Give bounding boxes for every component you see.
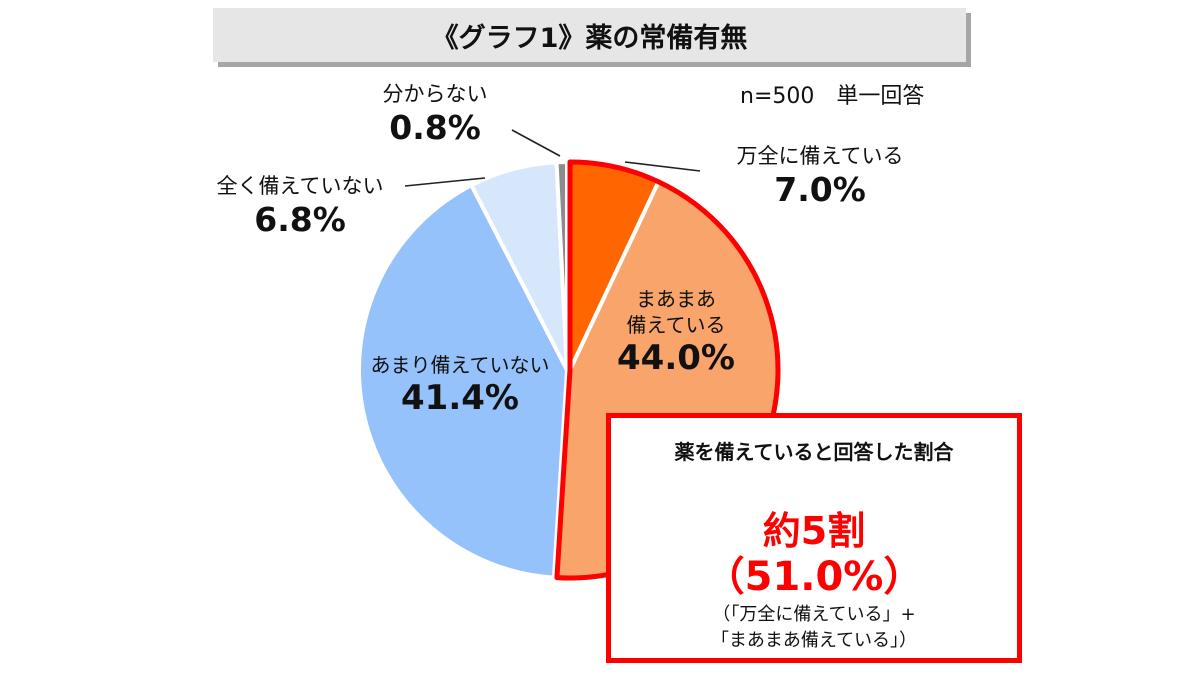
callout-headline: 約5割 (762, 509, 866, 553)
chart-title: 《グラフ1》薬の常備有無 (213, 8, 966, 62)
label-banzen: 万全に備えている 7.0% (705, 142, 935, 210)
label-maamaa-line1: まあまあ (636, 287, 716, 311)
leader-banzen (624, 161, 701, 172)
leader-wakaranai (511, 129, 561, 157)
summary-callout: 薬を備えていると回答した割合 約5割 （51.0%） （「万全に備えている」+ … (606, 413, 1022, 663)
label-maamaa-line2: 備えている (626, 313, 726, 337)
label-amari: あまり備えていない 41.4% (355, 352, 565, 418)
label-amari-name: あまり備えていない (370, 353, 550, 377)
label-mattaku: 全く備えていない 6.8% (200, 172, 400, 240)
label-amari-pct: 41.4% (401, 378, 519, 418)
label-wakaranai-name: 分からない (382, 82, 488, 106)
label-banzen-pct: 7.0% (774, 170, 866, 209)
callout-footnote-line2: 「まあまあ備えている」） (710, 630, 918, 651)
sample-note: n=500 単一回答 (740, 84, 925, 109)
label-maamaa-pct: 44.0% (617, 338, 735, 378)
callout-value: （51.0%） (704, 554, 924, 600)
label-mattaku-name: 全く備えていない (216, 174, 384, 198)
label-mattaku-pct: 6.8% (254, 200, 346, 239)
callout-footnote-line1: （「万全に備えている」+ (712, 604, 916, 625)
label-banzen-name: 万全に備えている (736, 144, 904, 168)
callout-heading: 薬を備えていると回答した割合 (674, 440, 954, 464)
slice-wakaranai (554, 159, 569, 371)
slice-amari (357, 182, 570, 580)
label-wakaranai: 分からない 0.8% (365, 80, 505, 148)
label-maamaa: まあまあ 備えている 44.0% (596, 286, 756, 378)
leader-mattaku (404, 177, 486, 187)
label-wakaranai-pct: 0.8% (389, 108, 481, 147)
